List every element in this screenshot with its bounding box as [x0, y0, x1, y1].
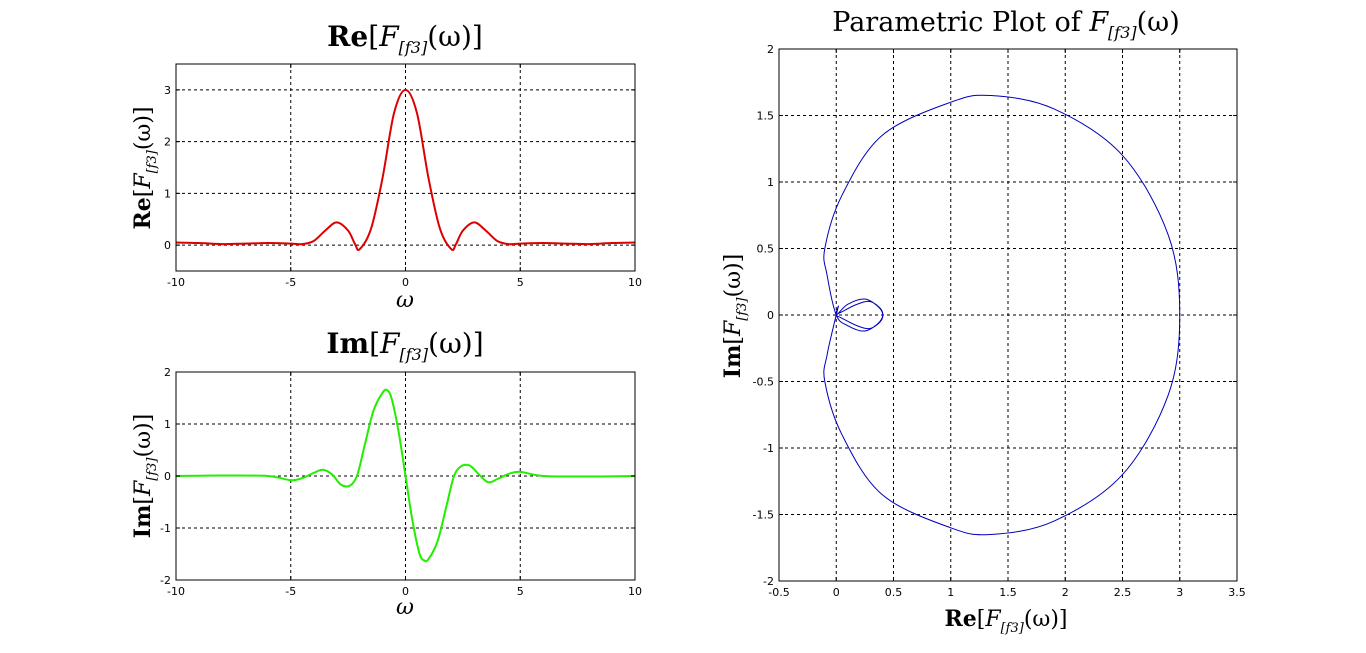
- y-tick-label: -1: [160, 522, 171, 535]
- y-tick-label: -1.5: [753, 509, 774, 522]
- y-axis-label: Im[F[f3](ω)]: [720, 254, 750, 378]
- x-tick-label: 5: [517, 585, 524, 598]
- x-axis-label: ω: [396, 288, 414, 313]
- y-tick-label: -1: [763, 442, 774, 455]
- x-tick-label: 0: [402, 585, 409, 598]
- data-series-line: [176, 388, 635, 563]
- plot-imaginary-part: Im[F[f3](ω)] ω Im[F[f3](ω)] -10 -5 0 5 10-2-…: [130, 327, 642, 620]
- x-tick-label: 2.5: [1114, 586, 1132, 599]
- y-tick-label: 1: [164, 187, 171, 200]
- plot-title: Parametric Plot of F[f3](ω): [832, 7, 1179, 42]
- x-tick-label: 1.5: [999, 586, 1017, 599]
- plot-real-part: Re[F[f3](ω)] ω Re[F[f3](ω)] -10 -5 0 5 10 0 1 2…: [130, 20, 642, 313]
- x-tick-label: 0: [402, 276, 409, 289]
- x-tick-label: -5: [285, 276, 296, 289]
- x-tick-label: -10: [167, 276, 185, 289]
- x-tick-label: -5: [285, 585, 296, 598]
- y-tick-label: -0.5: [753, 376, 774, 389]
- y-tick-label: 3: [164, 84, 171, 97]
- y-tick-label: 2: [164, 366, 171, 379]
- x-tick-label: -10: [167, 585, 185, 598]
- x-tick-label: 5: [517, 276, 524, 289]
- plot-parametric: Parametric Plot of F[f3](ω) Re[F[f3](ω)]…: [720, 7, 1246, 636]
- y-axis-label: Re[F[f3](ω)]: [130, 106, 160, 229]
- x-axis-label: Re[F[f3](ω)]: [944, 606, 1067, 636]
- data-series-line: [176, 88, 635, 251]
- y-tick-label: 0.5: [757, 243, 775, 256]
- x-tick-label: 2: [1062, 586, 1069, 599]
- x-tick-label: 10: [628, 585, 642, 598]
- y-tick-label: 0: [164, 470, 171, 483]
- x-tick-label: 0.5: [885, 586, 903, 599]
- y-tick-label: 0: [767, 309, 774, 322]
- y-tick-label: 1: [164, 418, 171, 431]
- y-axis-label: Im[F[f3](ω)]: [130, 414, 160, 538]
- grid: [779, 49, 1237, 581]
- y-tick-label: 1.5: [757, 110, 775, 123]
- data-series-line: [823, 94, 1181, 536]
- plot-title: Re[F[f3](ω)]: [327, 20, 483, 57]
- grid: [176, 64, 635, 271]
- y-tick-label: -2: [763, 575, 774, 588]
- x-tick-label: 0: [833, 586, 840, 599]
- x-tick-label: 3: [1176, 586, 1183, 599]
- x-tick-label: 3.5: [1228, 586, 1246, 599]
- x-tick-label: 10: [628, 276, 642, 289]
- y-tick-label: -2: [160, 574, 171, 587]
- y-tick-label: 2: [164, 136, 171, 149]
- y-tick-label: 2: [767, 43, 774, 56]
- x-axis-label: ω: [396, 595, 414, 620]
- x-tick-label: -0.5: [768, 586, 789, 599]
- y-tick-label: 1: [767, 176, 774, 189]
- x-tick-label: 1: [947, 586, 954, 599]
- plot-title: Im[F[f3](ω)]: [326, 327, 483, 364]
- y-tick-label: 0: [164, 239, 171, 252]
